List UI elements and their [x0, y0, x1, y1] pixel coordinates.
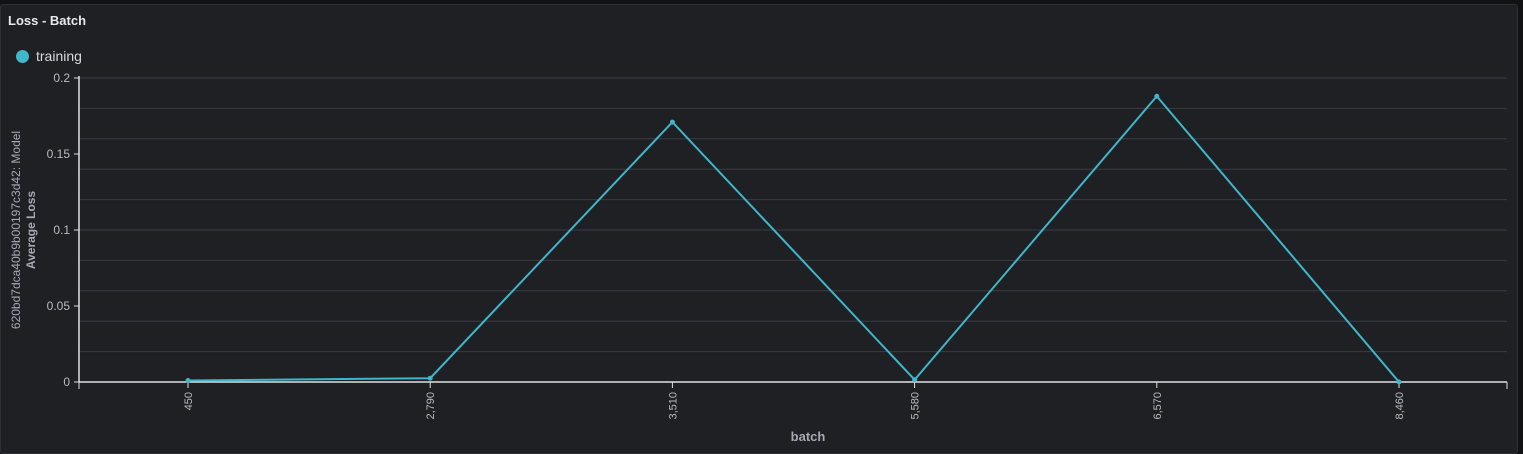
y-tick-label: 0.1	[53, 223, 70, 237]
y-tick-label: 0.15	[47, 147, 71, 161]
x-tick-label: 3,510	[667, 392, 679, 420]
legend-swatch-icon	[16, 49, 29, 63]
series-line-training	[187, 94, 1400, 383]
panel-title: Loss - Batch	[8, 13, 87, 28]
data-point	[185, 377, 191, 383]
x-tick-label: 6,570	[1152, 392, 1164, 420]
y-tick-label: 0	[63, 375, 70, 389]
data-point	[669, 119, 675, 125]
x-tick-label: 8,460	[1394, 392, 1406, 420]
y-tick-label: 0.2	[53, 71, 70, 85]
y-axis-label-secondary: 620bd7dca40b9b00197c3d42: Model	[9, 131, 23, 329]
data-point	[912, 377, 918, 383]
x-tick-label: 5,580	[910, 392, 922, 420]
y-axis-label: Average Loss	[24, 191, 38, 270]
y-tick-label: 0.05	[47, 299, 71, 313]
data-point	[1154, 93, 1160, 99]
x-tick-label: 2,790	[425, 392, 437, 420]
data-point	[427, 375, 433, 381]
legend-label: training	[36, 48, 82, 64]
data-point	[1396, 379, 1402, 385]
legend-item-training[interactable]: training	[16, 48, 82, 64]
x-axis-label: batch	[791, 429, 826, 444]
x-tick-label: 450	[183, 392, 195, 410]
